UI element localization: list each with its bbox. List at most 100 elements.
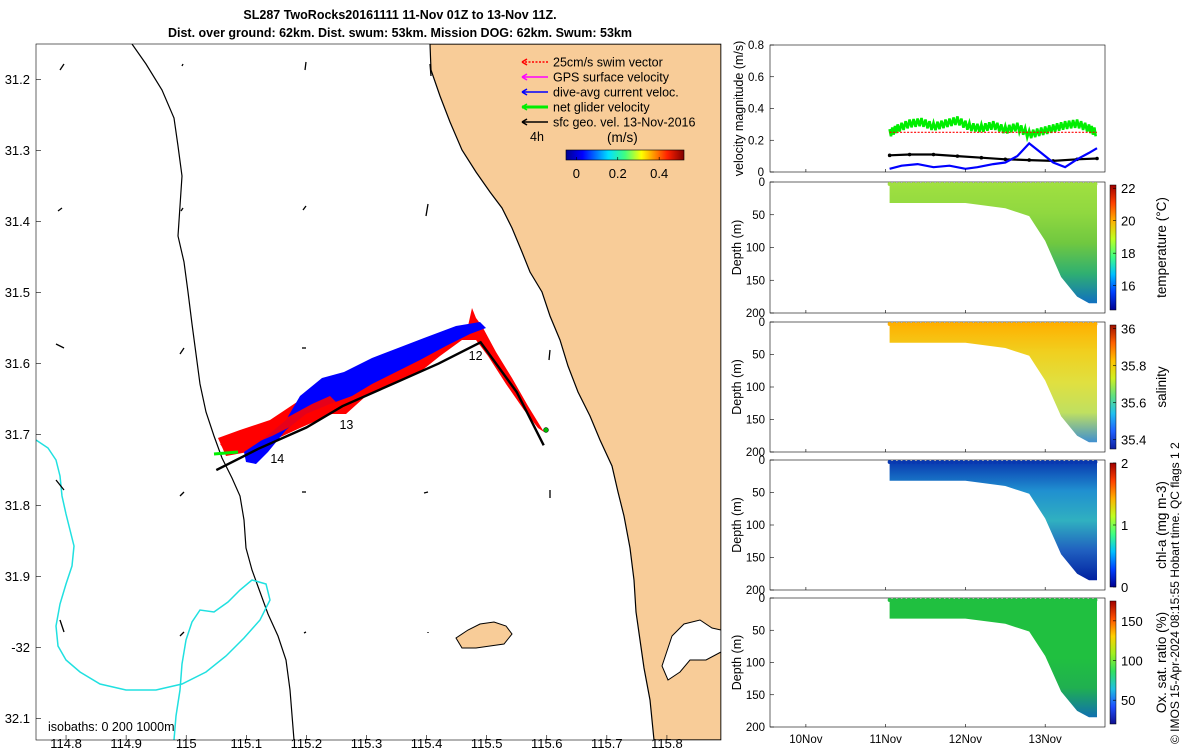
colorbar-label: temperature (°C) [1154,197,1169,298]
profile-dot [973,322,978,326]
profile-dot [892,598,897,602]
profile-dot [1012,322,1017,326]
profile-dot [911,322,916,326]
profile-dot [1021,598,1026,602]
profile-dot [887,598,892,602]
profile-dot [925,598,930,602]
profile-dot [1050,460,1055,464]
profile-dot [887,322,892,326]
profile-dot [1040,460,1045,464]
profile-dot [1016,598,1021,602]
profile-dot [945,182,950,186]
profile-dot [1064,182,1069,186]
profile-dot [1093,182,1098,186]
profile-dot [897,182,902,186]
profile-dot [997,598,1002,602]
velocity-point [1095,156,1099,161]
profile-dot [902,460,906,464]
depth-tick-label: 150 [746,690,765,702]
legend-label: 25cm/s swim vector [553,56,663,70]
profile-dot [1055,598,1060,602]
isobath-200m [131,44,295,740]
credit-text: © IMOS 15-Apr-2024 08:15:55 Hobart time.… [1168,442,1182,744]
velocity-point [979,155,984,160]
depth-tick-label: 0 [759,593,765,605]
colorbar-label: Ox. sat. ratio (%) [1154,612,1169,713]
profile-dot [1069,322,1074,326]
profile-dot [978,322,983,326]
profile-dot [1050,598,1055,602]
map-x-tick-label: 115 [176,736,197,750]
profile-dot [1045,598,1050,602]
colorbar-tick-label: 18 [1121,246,1135,261]
legend-arrowhead [521,73,528,81]
map-y-tick-label: 31.6 [5,356,30,371]
profile-dot [1040,182,1045,186]
profile-dot [1031,322,1036,326]
profile-dot [902,598,906,602]
profile-dot [954,182,959,186]
profile-dot [954,460,959,464]
chla-section: 0 50 100 150 200 Depth (m) 0 1 2 chl-a (mg m-3) [730,455,1169,597]
profile-dot [1036,322,1040,326]
map-x-tick-label: 115.5 [471,736,503,750]
profile-dot [930,460,935,464]
profile-dot [992,322,997,326]
profile-dot [1031,182,1036,186]
profile-dot [925,322,930,326]
profile-dot [1088,322,1093,326]
profile-dot [897,598,902,602]
profile-dot [945,460,950,464]
velocity-y-tick-label: 0.8 [748,40,764,52]
profile-dot [1093,460,1098,464]
salinity-section: 0 50 100 150 200 Depth (m) 35.4 35.6 35.8 36 salin… [730,317,1169,459]
profile-dot [1079,598,1084,602]
profile-dot [978,182,983,186]
section-fill [889,461,1097,581]
legend-arrowhead [521,118,528,126]
colorbar-label: salinity [1154,366,1169,408]
profile-dot [1083,322,1088,326]
depth-tick-label: 200 [746,308,765,320]
colorbar-title: (m/s) [607,130,638,145]
profile-dot [1026,322,1031,326]
profile-dot [911,182,916,186]
time-tick-label: 11Nov [869,734,902,746]
profile-dot [964,322,969,326]
section-colorbar [1109,184,1117,311]
profile-dot [1088,460,1093,464]
depth-tick-label: 0 [759,177,765,189]
depth-tick-label: 150 [746,553,765,565]
profile-dot [911,460,916,464]
velocity-panel-frame [769,44,1106,173]
profile-dot [1012,598,1017,602]
velocity-y-tick-label: 0.6 [748,72,764,84]
profile-dot [1036,598,1040,602]
velocity-point [955,154,960,158]
depth-tick-label: 50 [752,625,765,637]
map-x-tick-label: 115.8 [651,736,683,750]
profile-dot [1079,322,1084,326]
profile-dot [1016,182,1021,186]
depth-tick-label: 100 [746,520,765,532]
colorbar-tick-label: 0.2 [609,166,627,181]
depth-tick-label: 100 [746,382,765,394]
profile-dot [906,598,911,602]
glider-track [215,340,545,472]
velocity-series-line [889,153,1098,163]
depth-tick-label: 150 [746,275,765,287]
profile-dot [1040,598,1045,602]
profile-dot [916,322,921,326]
map-y-tick-label: 32.1 [5,711,30,726]
profile-dot [1064,322,1069,326]
depth-tick-label: 200 [746,722,765,734]
velocity-y-tick-label: 0.2 [748,135,764,147]
profile-dot [1021,322,1026,326]
profile-dot [973,182,978,186]
profile-dot [897,460,902,464]
profile-dot [1083,182,1088,186]
profile-dot [1069,182,1074,186]
map-colorbar [565,149,685,161]
profile-dot [945,322,950,326]
